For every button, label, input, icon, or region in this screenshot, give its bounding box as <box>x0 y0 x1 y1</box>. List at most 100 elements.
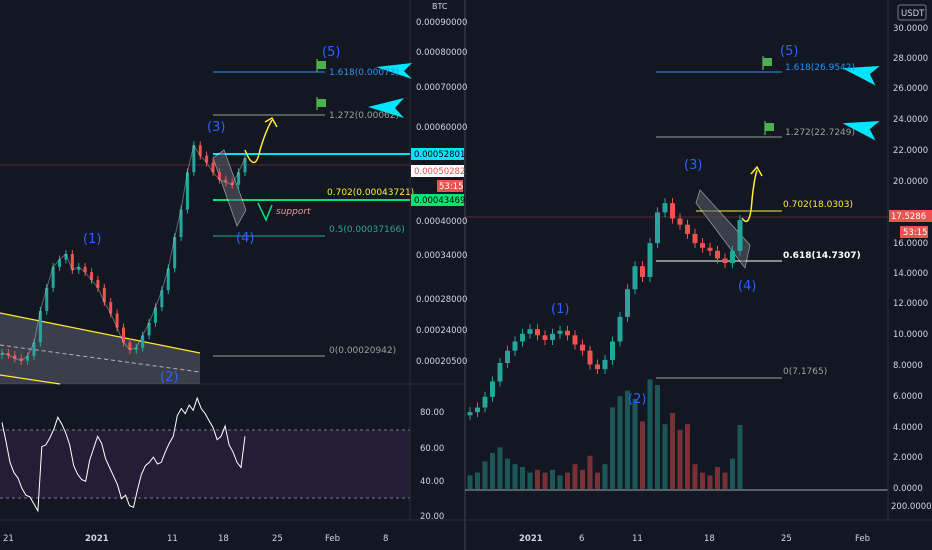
right-candle <box>662 203 668 213</box>
right-price-tick: 20.0000 <box>893 177 928 187</box>
left-candle <box>90 272 94 280</box>
left-candle <box>134 347 138 350</box>
left-flag-1 <box>316 59 326 72</box>
right-candle <box>520 333 525 342</box>
rsi-axis: 80.00 60.00 40.00 20.00 <box>420 408 444 522</box>
left-candle <box>243 157 247 173</box>
right-price-candles <box>467 198 743 421</box>
right-candle <box>692 233 698 244</box>
right-time-axis: 2021 6 11 18 25 Feb <box>519 534 870 544</box>
left-candle <box>45 287 49 311</box>
right-candle <box>527 329 533 334</box>
right-price-tick: 12.0000 <box>893 299 928 309</box>
right-price-tick: 30.0000 <box>893 24 928 34</box>
left-flag-2 <box>316 97 326 110</box>
volume-bar <box>610 407 615 489</box>
left-candle <box>128 342 132 350</box>
right-time-tick: 18 <box>704 534 715 544</box>
right-price-tick: 200.0000 <box>891 502 932 512</box>
right-candle <box>542 335 548 340</box>
left-candle <box>237 172 241 185</box>
right-flag-2 <box>764 121 774 135</box>
volume-bar <box>655 385 660 489</box>
volume-bar <box>482 461 488 489</box>
left-candle <box>153 307 157 323</box>
left-candle <box>147 322 151 336</box>
left-badge-2: 53:15 <box>439 182 464 192</box>
volume-bar <box>490 453 495 489</box>
left-candle <box>19 358 23 361</box>
volume-bar <box>572 464 578 489</box>
left-candle <box>185 172 189 210</box>
volume-bar <box>580 469 585 489</box>
rsi-tick: 80.00 <box>420 408 444 418</box>
right-candle <box>505 350 510 363</box>
left-price-badges: 0.00052801 0.00050282 53:15 0.00043469 <box>411 148 465 206</box>
volume-bar <box>565 472 570 489</box>
left-candle <box>230 182 234 185</box>
left-candle <box>205 155 209 163</box>
right-candle <box>497 362 503 382</box>
left-cyan-arrow-1 <box>376 63 412 79</box>
volume-bar <box>527 472 533 489</box>
left-candle <box>64 253 68 260</box>
right-price-tick: 8.0000 <box>893 361 923 371</box>
left-price-tick: 0.00034000 <box>416 251 467 261</box>
left-candle <box>6 352 10 356</box>
volume-bar <box>512 464 518 489</box>
left-candle <box>58 259 62 267</box>
volume-bar <box>677 429 683 489</box>
right-candle <box>580 344 585 351</box>
volume-bar <box>467 475 473 489</box>
right-currency: USDT <box>901 9 925 19</box>
rsi-tick: 20.00 <box>420 512 444 522</box>
right-price-tick: 28.0000 <box>893 54 928 64</box>
right-fib-0618: 0.618(14.7307) <box>783 251 861 261</box>
left-candle <box>32 342 36 357</box>
right-candle <box>535 329 540 336</box>
left-currency: BTC <box>432 2 448 11</box>
left-candle <box>122 327 125 343</box>
left-price-tick: 0.00090000 <box>416 18 467 28</box>
left-wave-3: (3) <box>207 120 225 135</box>
left-candle <box>173 237 177 269</box>
right-price-tick: 2.0000 <box>893 453 923 463</box>
left-badge-3: 0.00043469 <box>414 196 465 206</box>
right-candle <box>737 220 743 251</box>
right-candle <box>722 258 728 264</box>
left-time-tick: 2021 <box>85 534 109 544</box>
right-candle <box>670 203 675 219</box>
right-price-tick: 10.0000 <box>893 330 928 340</box>
right-badge-1: 53:15 <box>903 228 928 238</box>
left-badge-1: 0.00050282 <box>414 167 465 177</box>
right-fib-0: 0(7.1765) <box>783 367 827 377</box>
left-price-tick: 0.00040000 <box>416 217 467 227</box>
volume-bar <box>722 472 728 489</box>
volume-bar <box>715 467 720 489</box>
left-wave-5: (5) <box>322 45 340 60</box>
volume-bar <box>632 399 638 489</box>
right-candle <box>482 396 488 408</box>
volume-bar <box>647 379 653 489</box>
volume-bar <box>662 424 668 489</box>
left-candle <box>179 209 183 238</box>
right-time-tick: 6 <box>579 534 584 544</box>
left-price-tick: 0.00060000 <box>416 123 467 133</box>
volume-bar <box>625 390 630 489</box>
left-candle <box>160 290 164 308</box>
right-price-tick: 24.0000 <box>893 115 928 125</box>
volume-bar <box>595 472 600 489</box>
right-candle <box>685 224 690 234</box>
right-price-tick: 14.0000 <box>893 269 928 279</box>
left-candle <box>102 287 106 303</box>
volume-bar <box>505 458 510 489</box>
right-price-tick: 26.0000 <box>893 84 928 94</box>
left-candle <box>211 162 215 173</box>
right-candle <box>565 330 570 336</box>
left-badge-0: 0.00052801 <box>414 150 465 160</box>
left-time-tick: 25 <box>272 534 283 544</box>
left-time-tick: 11 <box>167 534 178 544</box>
left-candle <box>224 179 228 183</box>
right-time-tick: 2021 <box>519 534 543 544</box>
